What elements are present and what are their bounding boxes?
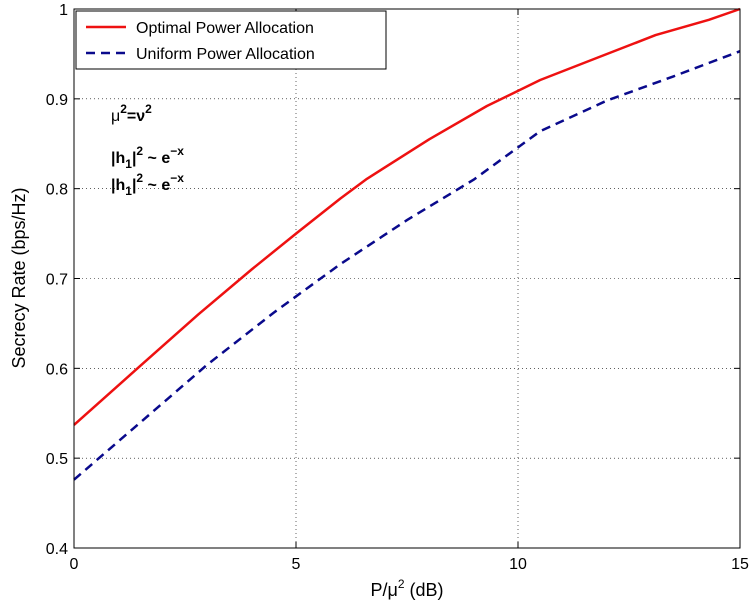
y-tick-label: 0.9	[46, 92, 68, 109]
y-tick-label: 0.4	[46, 541, 68, 558]
legend-label-optimal: Optimal Power Allocation	[136, 20, 314, 37]
series-optimal-line	[73, 7, 741, 426]
grid	[74, 9, 740, 548]
annotation-mu-nu: μ2=ν2	[111, 102, 152, 125]
ticks: 0 5 10 15 0.4 0.5 0.6 0.7 0.8 0.9 1	[46, 2, 749, 573]
x-tick-label: 0	[70, 556, 79, 573]
annotation-h2-distribution: |h1|2 ~ e−x	[111, 171, 184, 198]
annotation-h1-distribution: |h1|2 ~ e−x	[111, 144, 184, 171]
legend-label-uniform: Uniform Power Allocation	[136, 46, 315, 63]
legend-box	[75, 10, 387, 70]
annotations: μ2=ν2 |h1|2 ~ e−x |h1|2 ~ e−x	[111, 102, 184, 198]
legend: Optimal Power Allocation Uniform Power A…	[75, 10, 387, 70]
x-axis-label: P/μ2 (dB)	[370, 577, 443, 600]
x-tick-label: 15	[731, 556, 749, 573]
series-uniform-line	[73, 50, 741, 481]
y-tick-label: 0.6	[46, 361, 68, 378]
x-tick-label: 10	[509, 556, 527, 573]
y-axis-label: Secrecy Rate (bps/Hz)	[9, 187, 29, 368]
series-layer	[73, 7, 741, 481]
y-tick-label: 0.8	[46, 182, 68, 199]
y-tick-label: 0.5	[46, 451, 68, 468]
y-tick-label: 0.7	[46, 272, 68, 289]
x-tick-label: 5	[292, 556, 301, 573]
y-tick-label: 1	[59, 2, 68, 19]
